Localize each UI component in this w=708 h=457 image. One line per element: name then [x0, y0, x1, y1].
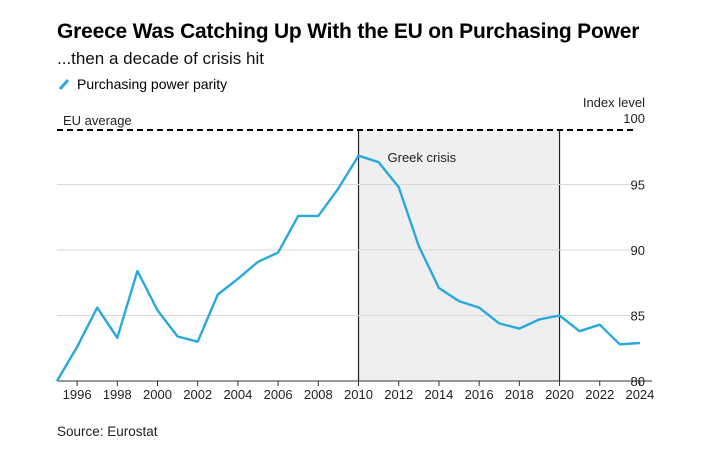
x-tick-label-2004: 2004 [223, 387, 252, 402]
legend: Purchasing power parity [57, 76, 227, 92]
x-tick-label-2000: 2000 [143, 387, 172, 402]
crisis-shaded-region [358, 129, 560, 381]
x-tick-label-2024: 2024 [625, 387, 654, 402]
y-tick-label-85: 85 [631, 309, 645, 324]
x-tick-label-2016: 2016 [465, 387, 494, 402]
chart-subtitle: ...then a decade of crisis hit [57, 49, 264, 68]
x-tick-label-1998: 1998 [103, 387, 132, 402]
x-tick-label-1996: 1996 [63, 387, 92, 402]
x-tick-label-2010: 2010 [344, 387, 373, 402]
y-tick-label-90: 90 [631, 243, 645, 258]
y-tick-label-100: 100 [623, 111, 645, 126]
x-tick-label-2022: 2022 [585, 387, 614, 402]
x-tick-label-2020: 2020 [545, 387, 574, 402]
ppp-series-line [55, 154, 640, 382]
y-tick-label-80: 80 [631, 374, 645, 389]
y-axis-label: Index level [583, 95, 645, 110]
eu-average-label: EU average [63, 113, 132, 128]
legend-label: Purchasing power parity [77, 76, 228, 92]
x-tick-label-2018: 2018 [505, 387, 534, 402]
source-note: Source: Eurostat [57, 424, 158, 439]
y-tick-label-95: 95 [631, 178, 645, 193]
x-tick-label-2012: 2012 [384, 387, 413, 402]
legend-line-icon [58, 79, 70, 90]
crisis-label: Greek crisis [388, 150, 457, 165]
x-tick-label-2014: 2014 [424, 387, 453, 402]
x-tick-label-2002: 2002 [183, 387, 212, 402]
x-tick-label-2006: 2006 [264, 387, 293, 402]
chart-title: Greece Was Catching Up With the EU on Pu… [57, 20, 640, 43]
x-tick-label-2008: 2008 [304, 387, 333, 402]
